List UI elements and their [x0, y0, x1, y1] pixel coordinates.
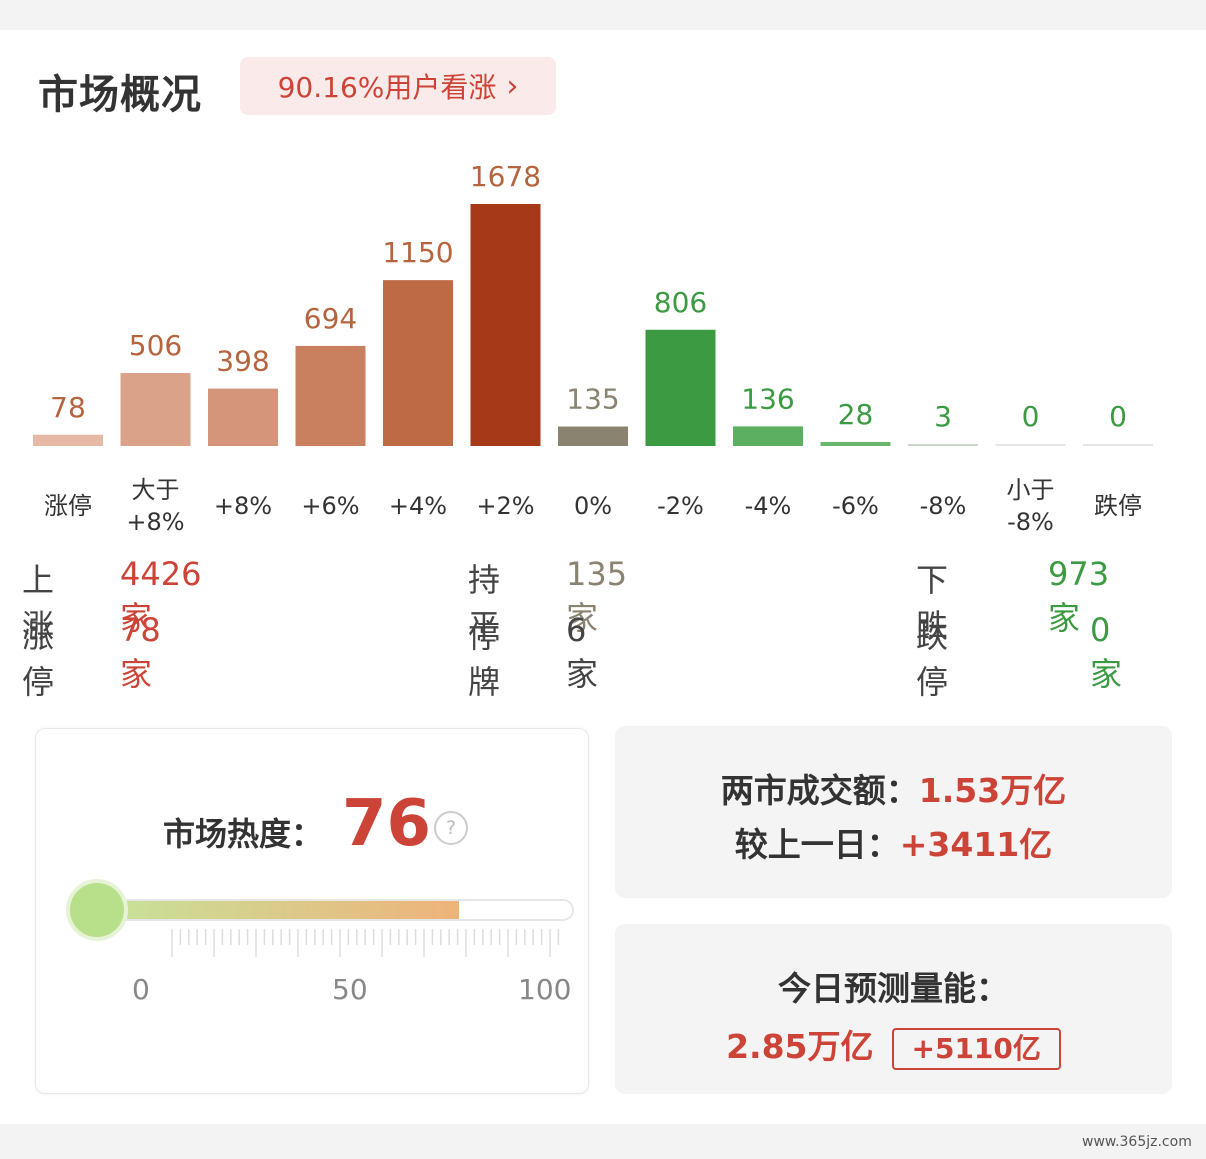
bar-value-label-3: 694	[304, 302, 357, 335]
bar-5	[470, 204, 541, 446]
x-tick-label-6: 0%	[573, 492, 613, 520]
heat-tick-100: 100	[518, 973, 572, 1006]
bar-7	[645, 329, 716, 446]
heat-gauge-ticks	[171, 929, 560, 957]
heat-tick-0: 0	[132, 973, 150, 1006]
heat-gauge-fill	[100, 901, 459, 919]
turnover-value: 1.53万亿	[918, 771, 1067, 810]
bottom-band	[0, 1124, 1206, 1159]
limit-down-value: 0家	[1090, 611, 1123, 693]
page-title: 市场概况	[38, 72, 202, 118]
bar-value-label-1: 506	[129, 329, 182, 362]
bar-12	[1083, 444, 1153, 446]
chevron-right-icon: ›	[506, 68, 519, 104]
x-tick-label-9: -6%	[832, 492, 879, 520]
bar-value-label-7: 806	[654, 286, 707, 319]
bar-value-label-4: 1150	[382, 236, 453, 269]
turnover-compare-label: 较上一日：	[734, 825, 900, 864]
limit-up-value: 78家	[120, 611, 161, 693]
x-tick-label-8: -4%	[744, 492, 792, 520]
bar-4	[383, 280, 453, 446]
x-tick-label-12: 跌停	[1094, 492, 1142, 520]
bar-9	[820, 441, 891, 446]
heat-gauge-knob	[66, 879, 128, 941]
heat-tick-50: 50	[332, 973, 368, 1006]
x-tick-label-2: +8%	[213, 492, 273, 520]
bar-value-label-5: 1678	[470, 160, 541, 193]
forecast-label: 今日预测量能：	[778, 969, 1009, 1008]
distribution-chart: 78 506 398 694 1150 1678 135 806 136 28 3 0 0	[33, 160, 1153, 446]
x-tick-label-0: 涨停	[44, 492, 92, 520]
bar-value-label-9: 28	[838, 398, 874, 431]
top-band	[0, 0, 1206, 30]
bar-value-label-12: 0	[1109, 400, 1127, 433]
flat-label: 持平	[468, 561, 501, 645]
x-tick-label-3: +6%	[301, 492, 360, 520]
bar-10	[908, 444, 978, 446]
turnover-compare-line: 较上一日：+3411亿	[615, 818, 1172, 866]
x-tick-label-11: 小于 -8%	[1006, 476, 1055, 536]
rise-label: 上涨	[22, 561, 55, 645]
limit-down-label: 跌停	[916, 617, 949, 701]
bar-0	[33, 434, 103, 446]
watermark: www.365jz.com	[1082, 1134, 1192, 1150]
bar-value-label-2: 398	[216, 345, 269, 378]
market-heat-card: 市场热度： 76 ? 0 50 100	[35, 728, 589, 1094]
suspended-label: 停牌	[468, 617, 501, 701]
turnover-label: 两市成交额：	[720, 771, 919, 810]
suspended-value: 6家	[566, 611, 599, 693]
bar-value-label-10: 3	[934, 400, 952, 433]
bar-6	[558, 426, 628, 446]
rise-value: 4426家	[120, 555, 202, 637]
x-tick-label-4: +4%	[388, 492, 448, 520]
turnover-line: 两市成交额：1.53万亿	[615, 764, 1172, 812]
heat-gauge-track	[98, 899, 574, 921]
forecast-value: 2.85万亿	[726, 1027, 874, 1066]
bar-8	[733, 426, 803, 446]
bar-value-label-6: 135	[566, 383, 619, 416]
heat-value: 76	[342, 787, 432, 861]
sentiment-text: 90.16%用户看涨	[277, 71, 497, 104]
help-icon[interactable]: ?	[434, 811, 468, 845]
bar-value-label-8: 136	[741, 382, 794, 415]
x-tick-label-1: 大于 +8%	[126, 476, 185, 536]
flat-value: 135家	[566, 555, 628, 637]
bar-value-label-0: 78	[50, 391, 86, 424]
turnover-compare-value: +3411亿	[899, 825, 1053, 864]
x-tick-label-5: +2%	[476, 492, 535, 520]
limit-up-label: 涨停	[22, 617, 55, 701]
bar-1	[120, 373, 191, 446]
bar-3	[295, 345, 366, 446]
turnover-card: 两市成交额：1.53万亿 较上一日：+3411亿	[615, 726, 1172, 898]
forecast-card: 今日预测量能： 2.85万亿 +5110亿	[615, 924, 1172, 1094]
forecast-line: 2.85万亿 +5110亿	[615, 1020, 1172, 1070]
bar-2	[208, 388, 278, 446]
fall-value: 973家	[1048, 555, 1110, 637]
x-tick-label-7: -2%	[657, 492, 704, 520]
bar-value-label-11: 0	[1022, 400, 1040, 433]
forecast-delta-badge: +5110亿	[891, 1027, 1061, 1070]
heat-label: 市场热度：	[163, 815, 324, 853]
fall-label: 下跌	[916, 561, 949, 645]
bar-11	[995, 444, 1066, 446]
sentiment-button[interactable]: 90.16%用户看涨 ›	[240, 57, 556, 115]
x-tick-label-10: -8%	[919, 492, 967, 520]
